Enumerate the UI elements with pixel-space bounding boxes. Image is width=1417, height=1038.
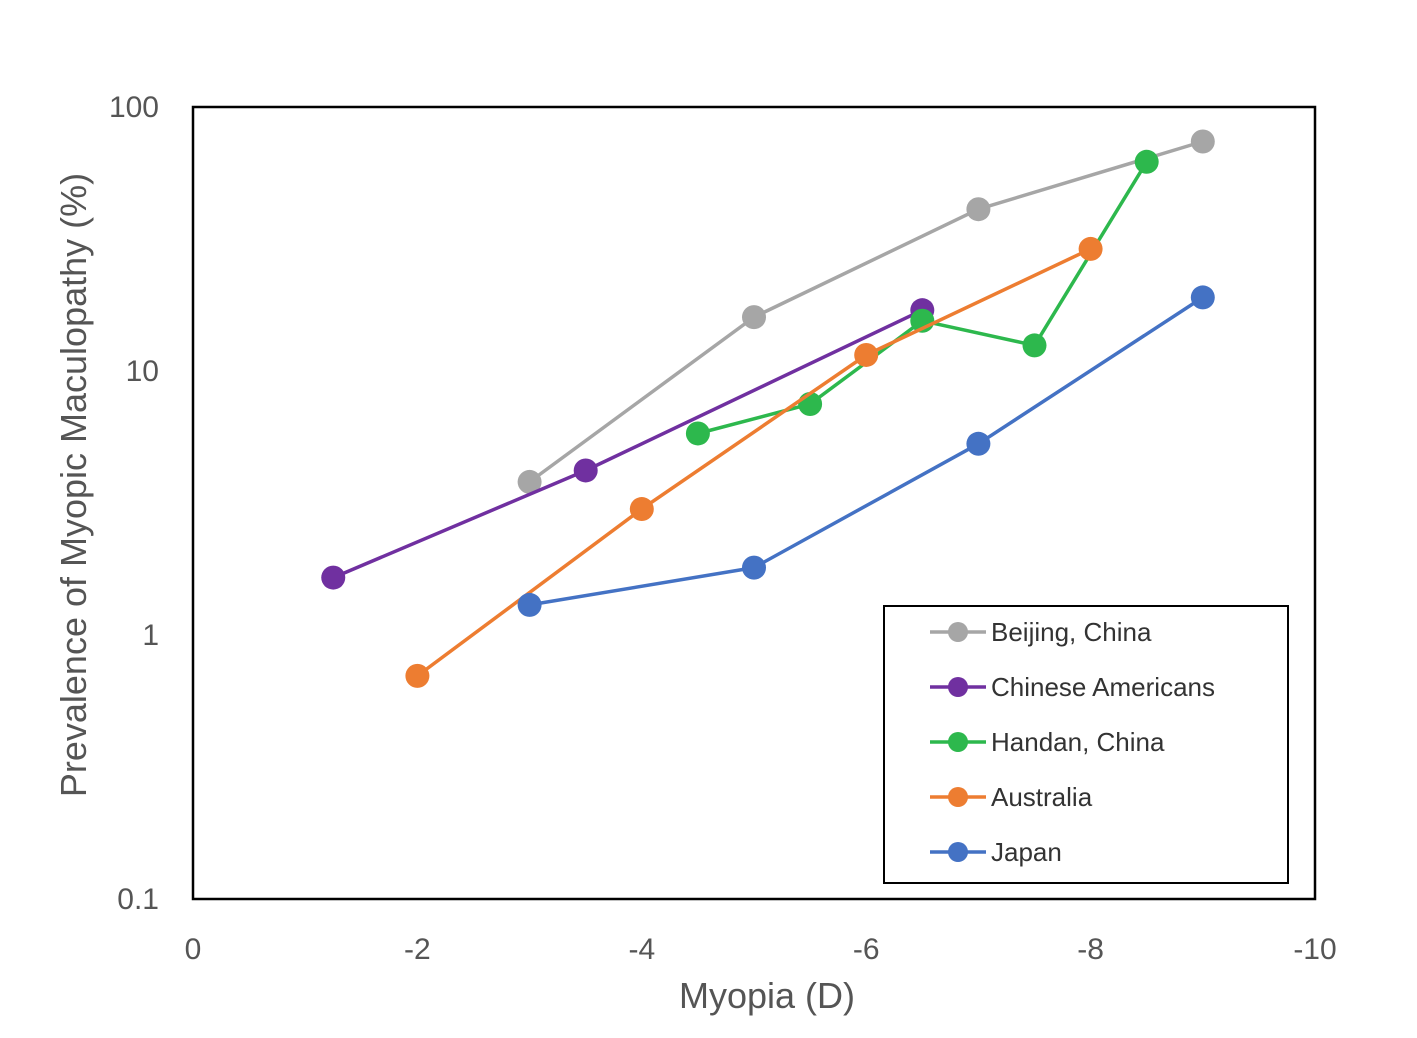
legend-label: Beijing, China — [991, 617, 1152, 647]
data-point — [685, 421, 710, 446]
data-point — [742, 555, 766, 580]
data-point — [321, 565, 346, 590]
series-group — [517, 285, 1215, 617]
x-axis-title: Myopia (D) — [679, 975, 855, 1016]
legend-marker — [948, 622, 968, 642]
series-layer — [321, 129, 1215, 688]
data-point — [1134, 149, 1159, 174]
x-tick-labels: 0 -2 -4 -6 -8 -10 — [185, 933, 1337, 966]
data-point — [966, 431, 991, 456]
y-tick-labels: 0.1 1 10 100 — [109, 91, 159, 916]
series-group — [517, 129, 1215, 494]
y-tick-label: 1 — [142, 619, 159, 652]
legend-marker — [948, 732, 968, 752]
data-point — [517, 592, 542, 617]
data-point — [1078, 236, 1103, 261]
data-point — [573, 458, 598, 483]
series-line — [529, 295, 1204, 607]
data-point — [629, 497, 654, 522]
data-point — [1190, 285, 1215, 310]
series-line — [528, 139, 1204, 484]
x-tick-label: -8 — [1077, 933, 1104, 966]
legend-label: Japan — [991, 837, 1062, 867]
y-axis-title: Prevalence of Myopic Maculopathy (%) — [53, 173, 94, 797]
legend-marker — [948, 787, 968, 807]
y-tick-label: 10 — [126, 355, 159, 388]
data-point — [1190, 129, 1215, 154]
data-point — [854, 342, 879, 367]
y-tick-label: 100 — [109, 91, 159, 124]
legend-item: Handan, China — [930, 727, 1165, 757]
legend: Beijing, China Chinese Americans Handan, C… — [883, 605, 1289, 884]
legend-item: Australia — [930, 782, 1093, 812]
data-point — [1022, 333, 1047, 358]
x-tick-label: 0 — [185, 933, 202, 966]
legend-label: Australia — [991, 782, 1093, 812]
x-tick-label: -4 — [628, 933, 655, 966]
data-point — [966, 197, 991, 222]
legend-label: Chinese Americans — [991, 672, 1215, 702]
x-tick-label: -6 — [853, 933, 880, 966]
series-line — [416, 247, 1092, 678]
y-tick-label: 0.1 — [117, 883, 159, 916]
series-group — [405, 236, 1103, 688]
legend-marker — [948, 842, 968, 862]
x-tick-label: -2 — [404, 933, 431, 966]
legend-item: Beijing, China — [930, 617, 1152, 647]
legend-item: Chinese Americans — [930, 672, 1215, 702]
legend-label: Handan, China — [991, 727, 1165, 757]
x-tick-label: -10 — [1293, 933, 1336, 966]
data-point — [517, 469, 542, 494]
data-point — [405, 663, 430, 688]
legend-marker — [948, 677, 968, 697]
series-group — [685, 149, 1159, 446]
legend-item: Japan — [930, 837, 1062, 867]
data-point — [742, 305, 766, 330]
